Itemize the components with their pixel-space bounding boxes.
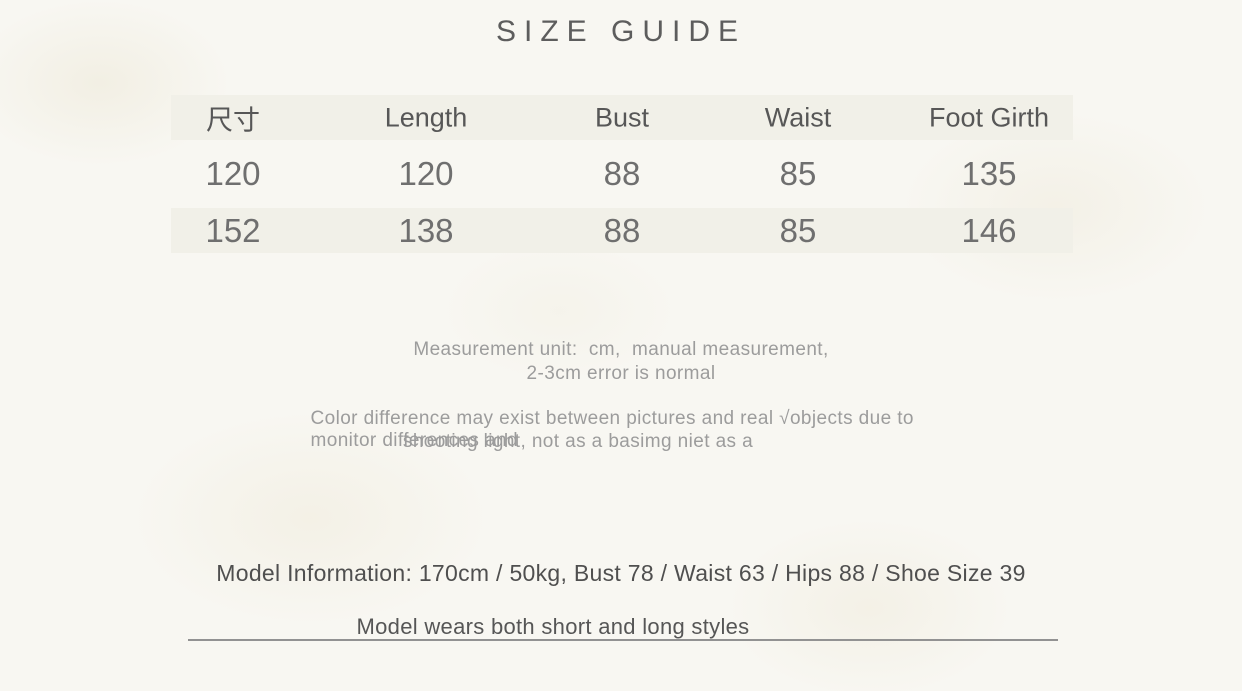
header-cell-waist: Waist	[764, 102, 832, 132]
table-cell: 85	[779, 155, 817, 192]
table-cell: 120	[398, 155, 454, 192]
color-difference-note-line1: Color difference may exist between pictu…	[310, 408, 920, 451]
table-cell: 138	[398, 211, 454, 249]
size-table: 尺寸 Length Bust Waist Foot Girth 120 120 …	[0, 0, 1242, 260]
table-row: 120 120 88 85 135	[171, 140, 1073, 208]
table-cell: 88	[603, 211, 641, 249]
table-cell: 146	[961, 211, 1017, 249]
model-wears-note: Model wears both short and long styles	[356, 614, 750, 639]
table-cell: 120	[205, 155, 261, 192]
measurement-note-line1: Measurement unit: cm, manual measurement…	[413, 339, 829, 360]
table-header-row: 尺寸 Length Bust Waist Foot Girth	[171, 95, 1073, 140]
table-cell: 85	[779, 211, 817, 249]
table-cell: 152	[205, 211, 261, 249]
table-row: 152 138 88 85 146	[171, 208, 1073, 253]
page-title: SIZE GUIDE	[495, 15, 747, 48]
header-cell-foot-girth: Foot Girth	[928, 102, 1050, 132]
header-cell-size: 尺寸	[206, 105, 260, 135]
color-difference-note-line2: shooting light, not as a basimg niet as …	[402, 431, 754, 452]
model-information: Model Information: 170cm / 50kg, Bust 78…	[216, 560, 1026, 586]
header-cell-length: Length	[384, 102, 468, 132]
divider-line	[188, 639, 1058, 641]
header-cell-bust: Bust	[594, 102, 650, 132]
measurement-note-line2: 2-3cm error is normal	[526, 363, 716, 384]
table-cell: 135	[961, 155, 1017, 192]
table-cell: 88	[603, 155, 641, 192]
